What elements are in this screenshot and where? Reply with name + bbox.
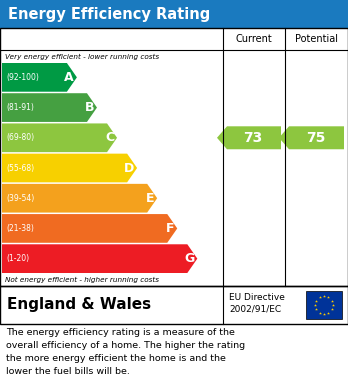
- Polygon shape: [2, 154, 137, 182]
- Polygon shape: [2, 244, 197, 273]
- Text: Current: Current: [236, 34, 272, 44]
- Text: A: A: [64, 71, 74, 84]
- Text: (92-100): (92-100): [6, 73, 39, 82]
- Text: EU Directive
2002/91/EC: EU Directive 2002/91/EC: [229, 292, 285, 314]
- Text: B: B: [85, 101, 94, 114]
- Text: G: G: [184, 252, 194, 265]
- Text: England & Wales: England & Wales: [7, 298, 151, 312]
- Bar: [0, 28, 348, 286]
- Text: (81-91): (81-91): [6, 103, 34, 112]
- Text: E: E: [146, 192, 154, 205]
- Text: The energy efficiency rating is a measure of the
overall efficiency of a home. T: The energy efficiency rating is a measur…: [6, 328, 245, 375]
- Text: Not energy efficient - higher running costs: Not energy efficient - higher running co…: [5, 276, 159, 283]
- Polygon shape: [217, 126, 281, 149]
- Polygon shape: [279, 126, 344, 149]
- Bar: [0, 286, 348, 324]
- Bar: [306, 291, 342, 319]
- Text: (69-80): (69-80): [6, 133, 34, 142]
- Polygon shape: [2, 124, 117, 152]
- Text: (21-38): (21-38): [6, 224, 34, 233]
- Text: Potential: Potential: [295, 34, 338, 44]
- Polygon shape: [2, 93, 97, 122]
- Text: F: F: [166, 222, 174, 235]
- Text: (55-68): (55-68): [6, 163, 34, 172]
- Text: C: C: [105, 131, 114, 144]
- Text: 73: 73: [243, 131, 263, 145]
- Polygon shape: [2, 184, 157, 213]
- Text: (1-20): (1-20): [6, 254, 29, 263]
- Text: (39-54): (39-54): [6, 194, 34, 203]
- Text: 75: 75: [306, 131, 325, 145]
- Text: Very energy efficient - lower running costs: Very energy efficient - lower running co…: [5, 54, 159, 59]
- Polygon shape: [2, 214, 177, 243]
- Text: D: D: [124, 161, 134, 174]
- Polygon shape: [2, 63, 77, 92]
- Text: Energy Efficiency Rating: Energy Efficiency Rating: [8, 7, 210, 22]
- Bar: [0, 0, 348, 28]
